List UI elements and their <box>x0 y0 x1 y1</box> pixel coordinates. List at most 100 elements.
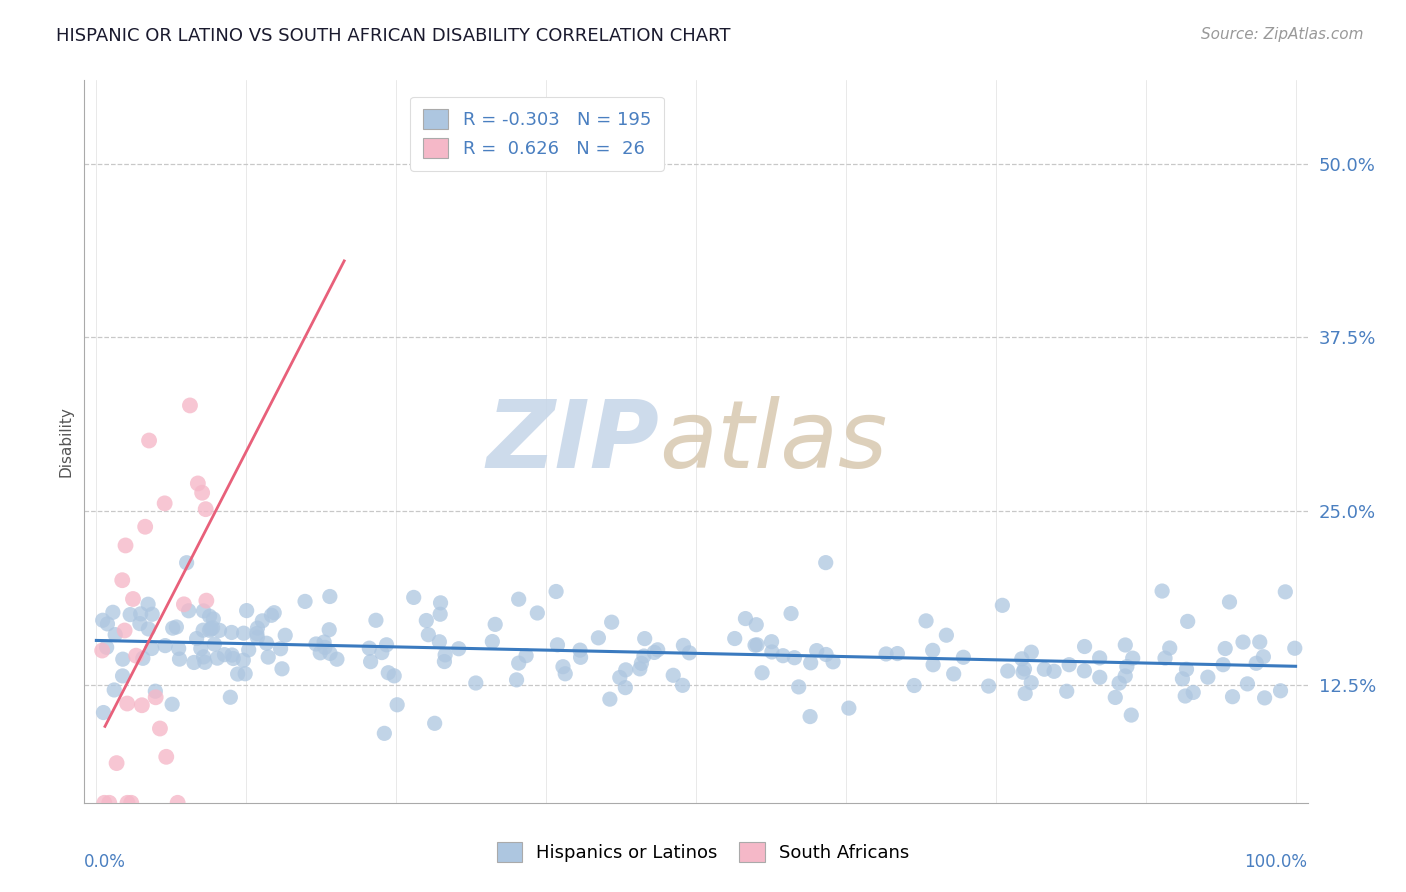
Point <box>942 666 965 681</box>
Point <box>191 485 214 500</box>
Point <box>176 556 198 570</box>
Point <box>117 796 139 810</box>
Point <box>1213 641 1236 656</box>
Point <box>780 607 803 621</box>
Point <box>1014 662 1036 676</box>
Point <box>319 590 342 604</box>
Point <box>745 617 768 632</box>
Point <box>505 673 527 687</box>
Point <box>1182 685 1205 699</box>
Point <box>734 611 756 625</box>
Point <box>195 593 218 607</box>
Point <box>1212 657 1234 672</box>
Point <box>662 668 685 682</box>
Point <box>165 620 187 634</box>
Point <box>1014 686 1036 700</box>
Point <box>179 399 201 413</box>
Point <box>1019 675 1042 690</box>
Point <box>271 662 294 676</box>
Point <box>138 434 160 448</box>
Point <box>671 678 693 692</box>
Point <box>246 631 269 645</box>
Legend: Hispanics or Latinos, South Africans: Hispanics or Latinos, South Africans <box>489 835 917 870</box>
Point <box>314 635 336 649</box>
Point <box>1114 638 1136 652</box>
Point <box>814 556 837 570</box>
Point <box>787 680 810 694</box>
Point <box>201 621 224 635</box>
Point <box>103 682 125 697</box>
Point <box>745 638 768 652</box>
Point <box>169 652 191 666</box>
Point <box>155 749 177 764</box>
Y-axis label: Disability: Disability <box>58 406 73 477</box>
Point <box>630 657 652 671</box>
Point <box>588 631 610 645</box>
Text: HISPANIC OR LATINO VS SOUTH AFRICAN DISABILITY CORRELATION CHART: HISPANIC OR LATINO VS SOUTH AFRICAN DISA… <box>56 27 731 45</box>
Point <box>143 684 166 698</box>
Point <box>1057 657 1080 672</box>
Point <box>204 637 226 651</box>
Point <box>111 669 134 683</box>
Point <box>191 623 214 637</box>
Point <box>1021 645 1043 659</box>
Point <box>1253 690 1275 705</box>
Point <box>429 596 451 610</box>
Point <box>382 669 405 683</box>
Point <box>526 606 548 620</box>
Point <box>991 599 1014 613</box>
Point <box>375 638 398 652</box>
Point <box>270 641 292 656</box>
Point <box>326 652 349 666</box>
Point <box>257 650 280 665</box>
Point <box>554 666 576 681</box>
Point <box>129 607 152 621</box>
Point <box>235 604 257 618</box>
Point <box>252 614 274 628</box>
Point <box>141 641 163 656</box>
Point <box>647 642 669 657</box>
Point <box>232 653 254 667</box>
Point <box>799 709 821 723</box>
Point <box>359 641 381 656</box>
Point <box>202 612 225 626</box>
Point <box>1073 640 1095 654</box>
Point <box>173 597 195 611</box>
Point <box>145 690 167 705</box>
Point <box>373 726 395 740</box>
Point <box>800 656 823 670</box>
Point <box>198 609 221 624</box>
Point <box>815 648 838 662</box>
Point <box>198 624 221 638</box>
Point <box>141 607 163 622</box>
Point <box>1244 657 1267 671</box>
Point <box>433 655 456 669</box>
Point <box>186 632 208 646</box>
Point <box>569 643 592 657</box>
Point <box>1012 665 1035 680</box>
Point <box>1152 584 1174 599</box>
Point <box>1104 690 1126 705</box>
Point <box>364 613 387 627</box>
Point <box>1253 649 1275 664</box>
Point <box>678 646 700 660</box>
Point <box>200 622 222 636</box>
Point <box>977 679 1000 693</box>
Point <box>232 626 254 640</box>
Point <box>226 667 249 681</box>
Point <box>131 698 153 713</box>
Point <box>915 614 938 628</box>
Point <box>1177 615 1199 629</box>
Point <box>600 615 623 630</box>
Point <box>91 613 114 627</box>
Point <box>111 573 134 587</box>
Point <box>319 647 342 661</box>
Point <box>751 665 773 680</box>
Point <box>233 666 256 681</box>
Point <box>903 679 925 693</box>
Point <box>238 643 260 657</box>
Point <box>1073 664 1095 678</box>
Point <box>385 698 408 712</box>
Point <box>96 640 118 655</box>
Point <box>263 606 285 620</box>
